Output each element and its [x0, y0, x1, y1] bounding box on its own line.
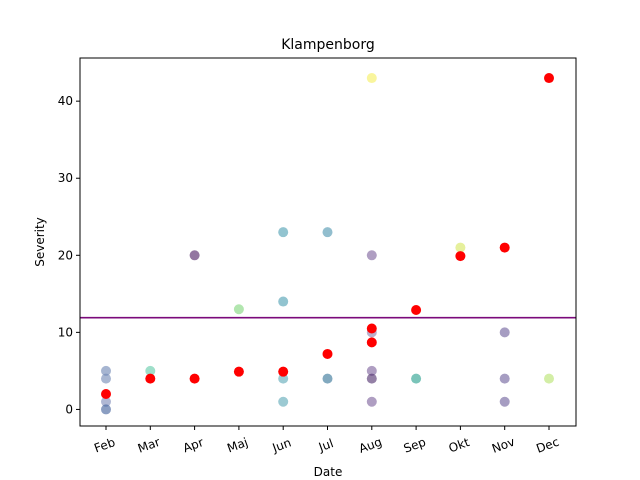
plot-area	[80, 73, 576, 415]
red-point-8	[411, 305, 422, 316]
scatter-point-0	[101, 365, 111, 376]
scatter-point-4	[145, 365, 156, 376]
red-point-10	[499, 242, 510, 253]
scatter-point-7	[278, 227, 289, 238]
red-point-4	[278, 366, 289, 377]
scatter-point-3	[101, 404, 111, 415]
x-axis-label: Date	[314, 465, 343, 479]
scatter-point-10	[278, 396, 289, 407]
y-axis: 0 10 20 30 40	[58, 94, 80, 416]
y-axis-label: Severity	[33, 217, 47, 267]
scatter-point-19	[411, 373, 422, 384]
y-tick-label-4: 40	[58, 94, 73, 108]
x-tick-label-4: Jun	[270, 435, 293, 455]
scatter-point-17	[366, 373, 377, 384]
x-tick-label-8: Okt	[447, 435, 472, 455]
y-tick-label-2: 20	[58, 248, 73, 262]
scatter-point-5	[189, 250, 200, 261]
x-axis: Feb Mar Apr Maj Jun Jul Aug Sep Okt Nov Dec	[92, 426, 561, 456]
scatter-point-2	[101, 396, 111, 407]
scatter-point-11	[322, 227, 333, 238]
scatter-point-12	[322, 373, 333, 384]
scatter-point-24	[544, 373, 554, 384]
x-tick-label-0: Feb	[92, 435, 117, 455]
red-point-3	[233, 366, 244, 377]
x-tick-label-5: Jul	[316, 436, 335, 454]
scatter-point-14	[366, 250, 377, 261]
red-point-5	[322, 348, 333, 359]
y-tick-label-3: 30	[58, 171, 73, 185]
y-tick-label-0: 0	[65, 402, 73, 416]
scatter-point-22	[499, 373, 510, 384]
red-point-7	[366, 323, 377, 334]
chart-title: Klampenborg	[281, 37, 375, 53]
red-point-0	[101, 389, 111, 400]
x-tick-label-3: Maj	[225, 435, 250, 455]
x-tick-label-2: Apr	[181, 435, 205, 455]
scatter-point-8	[278, 296, 289, 307]
scatter-point-13	[366, 73, 377, 84]
y-tick-label-1: 10	[58, 325, 73, 339]
red-point-9	[455, 251, 466, 262]
scatter-point-16	[366, 365, 377, 376]
scatter-point-20	[455, 242, 466, 253]
red-point-2	[189, 373, 200, 384]
red-point-11	[544, 73, 554, 84]
scatter-point-18	[366, 396, 377, 407]
red-point-1	[145, 373, 156, 384]
scatter-point-23	[499, 396, 510, 407]
scatter-point-1	[101, 373, 111, 384]
red-point-6	[366, 337, 377, 348]
scatter-point-9	[278, 373, 289, 384]
scatter-point-21	[499, 327, 510, 338]
scatter-point-6	[233, 304, 244, 315]
